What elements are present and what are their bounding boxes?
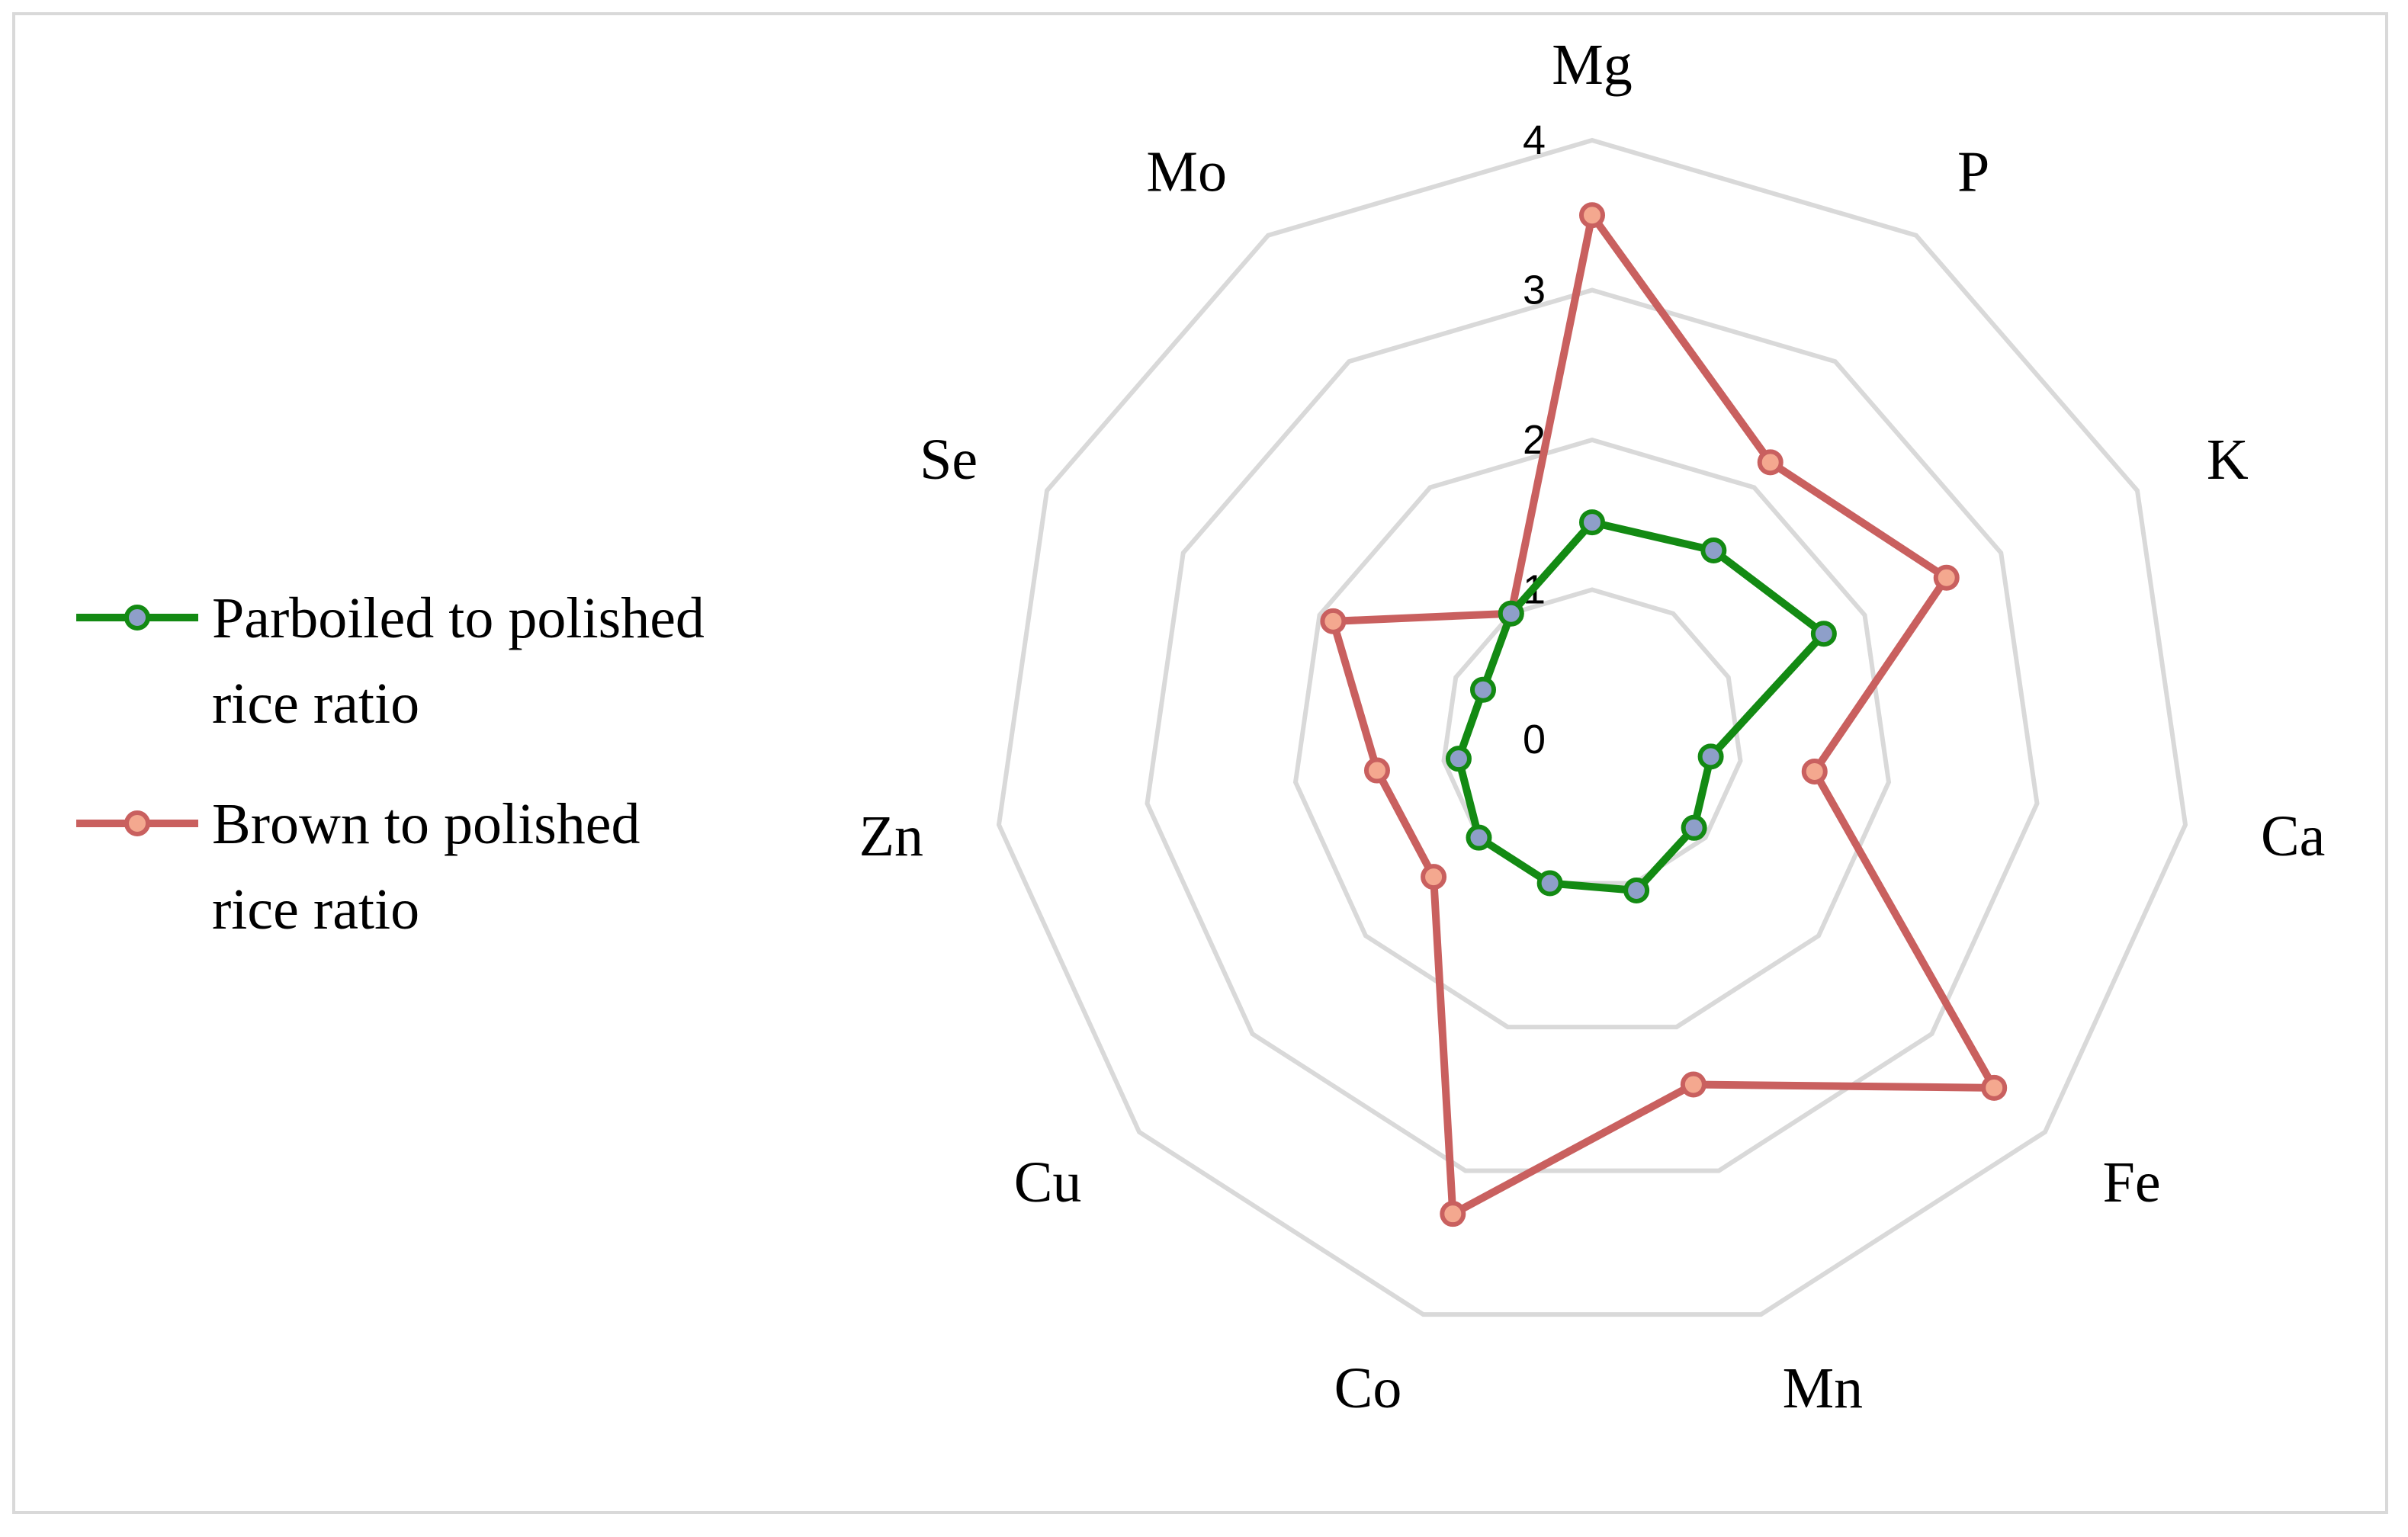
- series-brown: [1320, 202, 2008, 1227]
- point-parboiled-zn: [1445, 746, 1472, 772]
- legend-item-brown: Brown to polished rice ratio: [76, 792, 641, 942]
- category-label-mg: Mg: [1552, 33, 1633, 97]
- category-label-p: P: [1957, 140, 1989, 204]
- point-brown-co: [1440, 1201, 1466, 1227]
- point-parboiled-se: [1470, 676, 1497, 703]
- series-line-brown: [1329, 211, 1999, 1218]
- category-label-se: Se: [920, 428, 978, 492]
- tick-label-4: 4: [1523, 117, 1546, 163]
- point-parboiled-ca: [1697, 743, 1724, 770]
- legend-marker-brown: [124, 810, 150, 836]
- legend-label-brown-line-1: Brown to polished: [212, 792, 641, 856]
- tick-label-0: 0: [1523, 717, 1546, 762]
- category-label-mn: Mn: [1783, 1356, 1864, 1420]
- point-parboiled-mo: [1498, 600, 1524, 627]
- point-brown-k: [1933, 564, 1960, 591]
- category-label-mo: Mo: [1146, 140, 1227, 204]
- point-brown-mg: [1579, 202, 1605, 229]
- grid-ring-2: [1292, 437, 1892, 1030]
- grid-ring-4: [996, 137, 2188, 1317]
- point-parboiled-mg: [1579, 509, 1605, 536]
- series-line-parboiled: [1454, 518, 1828, 894]
- point-brown-se: [1320, 608, 1347, 634]
- category-label-fe: Fe: [2103, 1150, 2161, 1215]
- tick-label-3: 3: [1523, 268, 1546, 313]
- point-parboiled-k: [1810, 621, 1837, 647]
- legend-label-parboiled-line-2: rice ratio: [212, 672, 419, 736]
- legend-label-parboiled-line-1: Parboiled to polished: [212, 586, 705, 650]
- point-brown-p: [1757, 449, 1784, 476]
- legend-marker-parboiled: [124, 605, 150, 631]
- point-parboiled-mn: [1623, 877, 1650, 903]
- point-brown-zn: [1363, 757, 1390, 784]
- point-parboiled-cu: [1466, 824, 1492, 851]
- point-brown-fe: [1981, 1074, 2008, 1101]
- point-brown-ca: [1801, 758, 1828, 785]
- legend-item-parboiled: Parboiled to polished rice ratio: [76, 586, 705, 736]
- series-parboiled: [1445, 509, 1837, 903]
- legend-label-brown-line-2: rice ratio: [212, 878, 419, 942]
- data-series: [1320, 202, 2008, 1227]
- point-brown-cu: [1421, 864, 1447, 890]
- category-label-k: K: [2207, 428, 2249, 492]
- grid-ring-3: [1145, 287, 2040, 1173]
- category-label-zn: Zn: [859, 804, 923, 868]
- category-label-ca: Ca: [2261, 804, 2325, 868]
- point-parboiled-fe: [1681, 814, 1707, 841]
- category-label-co: Co: [1334, 1356, 1402, 1420]
- point-brown-mn: [1680, 1071, 1706, 1098]
- category-labels: Mg P K Ca Fe Mn Co Cu Zn Se Mo: [859, 33, 2326, 1420]
- point-parboiled-p: [1700, 537, 1727, 564]
- category-label-cu: Cu: [1014, 1150, 1082, 1215]
- point-parboiled-co: [1536, 870, 1563, 897]
